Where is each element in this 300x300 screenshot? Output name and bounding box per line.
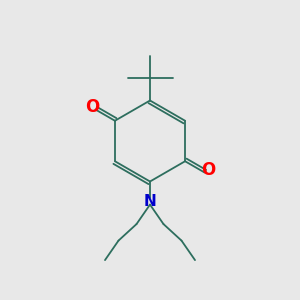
Text: O: O: [201, 161, 215, 179]
Text: O: O: [85, 98, 99, 116]
Text: N: N: [144, 194, 156, 208]
